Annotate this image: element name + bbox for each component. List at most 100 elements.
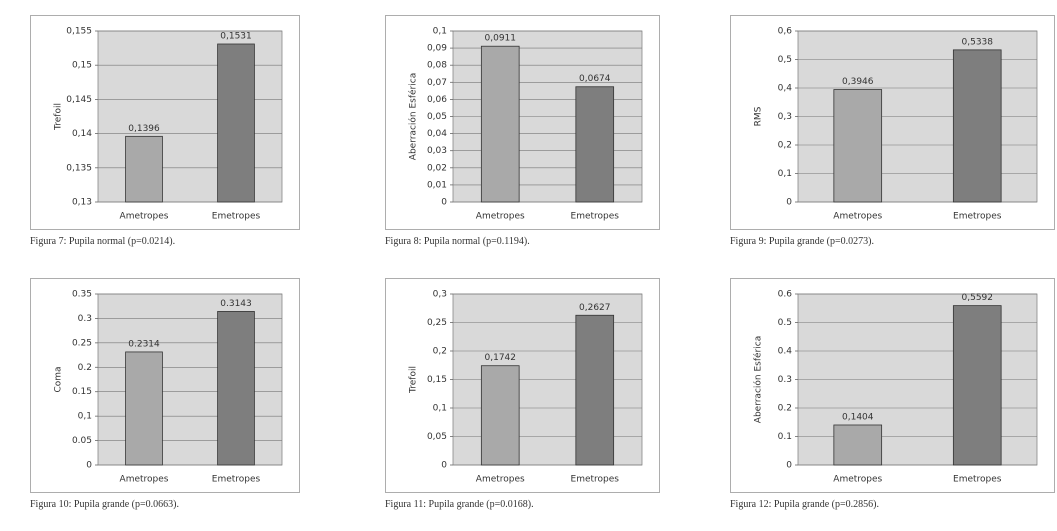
- y-tick-label: 0,2: [433, 347, 447, 357]
- y-tick-label: 0: [441, 198, 447, 208]
- y-tick-label: 0,1: [433, 27, 447, 37]
- bar: [833, 424, 883, 466]
- x-tick-label: Ametropes: [476, 475, 525, 485]
- y-tick-label: 0,3: [433, 290, 447, 300]
- figure-caption: Figura 12: Pupila grande (p=0.2856).: [730, 499, 879, 510]
- chart: 0 0,01 0,02 0,03 0,04 0,05 0,06 0,07 0,08 0,09 0,1…: [385, 15, 660, 230]
- chart: 0 0.05 0,1 0.15 0.2 0.25 0.3 0.35 Coma 0.2314 Amet…: [30, 278, 300, 493]
- y-tick-label: 0.1: [778, 432, 792, 442]
- y-axis-label: Aberración Esférica: [408, 73, 419, 160]
- y-tick-label: 0,1: [78, 412, 92, 422]
- y-tick-label: 0,3: [778, 112, 792, 122]
- y-tick-label: 0,25: [427, 318, 447, 328]
- bar: [125, 135, 163, 203]
- x-tick-label: Emetropes: [571, 212, 620, 222]
- y-tick-label: 0.25: [72, 338, 92, 348]
- figure-caption: Figura 8: Pupila normal (p=0.1194).: [385, 236, 530, 247]
- value-label: 0,1396: [128, 124, 160, 134]
- chart: 0 0.1 0.2 0.3 0.4 0.5 0.6 Aberración Esférica 0,…: [730, 278, 1055, 493]
- y-tick-label: 0,05: [427, 432, 447, 442]
- bar: [575, 86, 615, 203]
- y-tick-label: 0.6: [778, 290, 793, 300]
- y-tick-label: 0,1: [433, 404, 447, 414]
- figure-caption: Figura 10: Pupila grande (p=0.0663).: [30, 499, 179, 510]
- y-axis-label: RMS: [754, 106, 764, 126]
- y-tick-label: 0.35: [72, 290, 92, 300]
- y-tick-label: 0,06: [427, 95, 447, 105]
- y-tick-label: 0: [441, 461, 447, 471]
- y-tick-label: 0.5: [778, 318, 792, 328]
- y-tick-label: 0,09: [427, 44, 447, 54]
- value-label: 0,1531: [220, 31, 252, 41]
- x-tick-label: Emetropes: [571, 475, 620, 485]
- chart: 0,13 0,135 0,14 0,145 0,15 0,155 Trefoil 0,1396…: [30, 15, 300, 230]
- y-tick-label: 0.05: [72, 436, 92, 446]
- y-tick-label: 0: [786, 198, 792, 208]
- y-tick-label: 0,155: [66, 27, 92, 37]
- value-label: 0,1404: [842, 412, 874, 422]
- y-tick-label: 0,07: [427, 78, 447, 88]
- y-tick-label: 0.3: [778, 375, 792, 385]
- x-tick-label: Ametropes: [833, 475, 882, 485]
- y-axis-label: Coma: [54, 366, 64, 392]
- y-axis-label: Trefoil: [409, 366, 419, 394]
- y-tick-label: 0,2: [778, 141, 792, 151]
- y-axis-label: Aberración Esférica: [753, 336, 764, 423]
- y-tick-label: 0,5: [778, 55, 792, 65]
- y-tick-label: 0,15: [72, 61, 92, 71]
- value-label: 0.2314: [128, 339, 160, 349]
- y-tick-label: 0.4: [778, 347, 793, 357]
- y-tick-label: 0,14: [72, 129, 92, 139]
- y-tick-label: 0,135: [66, 163, 92, 173]
- y-tick-label: 0,08: [427, 61, 447, 71]
- y-tick-label: 0,4: [778, 84, 793, 94]
- x-tick-label: Emetropes: [953, 212, 1002, 222]
- bar: [480, 365, 520, 466]
- figure-caption: Figura 11: Pupila grande (p=0.0168).: [385, 499, 534, 510]
- bar: [217, 43, 255, 203]
- y-tick-label: 0.2: [78, 363, 92, 373]
- bar: [833, 89, 883, 203]
- y-tick-label: 0,01: [427, 180, 447, 190]
- value-label: 0,2627: [579, 303, 611, 313]
- value-label: 0,5338: [962, 37, 994, 47]
- x-tick-label: Ametropes: [833, 212, 882, 222]
- bar: [480, 45, 520, 203]
- y-tick-label: 0,145: [66, 95, 92, 105]
- bar: [575, 314, 615, 466]
- x-tick-label: Ametropes: [120, 212, 169, 222]
- chart: 0 0,1 0,2 0,3 0,4 0,5 0,6 RMS 0,3946 Ametropes 0,5…: [730, 15, 1055, 230]
- bar: [952, 49, 1002, 203]
- figure-caption: Figura 7: Pupila normal (p=0.0214).: [30, 236, 176, 247]
- figure-caption: Figura 9: Pupila grande (p=0.0273).: [730, 236, 874, 247]
- y-tick-label: 0: [86, 461, 92, 471]
- x-tick-label: Ametropes: [120, 475, 169, 485]
- y-tick-label: 0,15: [427, 375, 447, 385]
- y-tick-label: 0.3: [78, 314, 92, 324]
- value-label: 0,5592: [962, 293, 994, 303]
- x-tick-label: Ametropes: [476, 212, 525, 222]
- y-tick-label: 0,04: [427, 129, 447, 139]
- y-tick-label: 0.15: [72, 387, 92, 397]
- y-tick-label: 0,6: [778, 27, 793, 37]
- y-tick-label: 0,1: [778, 169, 792, 179]
- x-tick-label: Emetropes: [212, 212, 261, 222]
- value-label: 0,0911: [485, 34, 517, 44]
- y-tick-label: 0,05: [427, 112, 447, 122]
- value-label: 0.3143: [220, 299, 252, 309]
- y-tick-label: 0,03: [427, 146, 447, 156]
- y-tick-label: 0: [786, 461, 792, 471]
- y-tick-label: 0.2: [778, 404, 792, 414]
- bar: [125, 351, 163, 466]
- bar: [217, 311, 255, 466]
- value-label: 0,0674: [579, 74, 611, 84]
- y-axis-label: Trefoil: [54, 103, 64, 131]
- value-label: 0,1742: [485, 353, 517, 363]
- x-tick-label: Emetropes: [953, 475, 1002, 485]
- x-tick-label: Emetropes: [212, 475, 261, 485]
- bar: [952, 305, 1002, 466]
- y-tick-label: 0,02: [427, 163, 447, 173]
- chart: 0 0,05 0,1 0,15 0,2 0,25 0,3 Trefoil 0,1742 Ametr…: [385, 278, 660, 493]
- y-tick-label: 0,13: [72, 198, 92, 208]
